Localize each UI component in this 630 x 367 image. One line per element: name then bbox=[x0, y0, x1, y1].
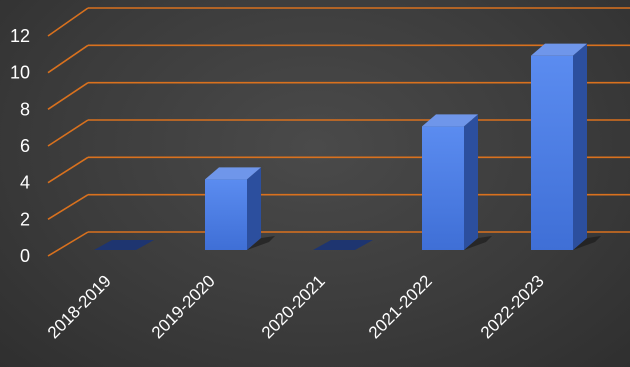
bar-front bbox=[531, 55, 573, 250]
bar-front bbox=[422, 126, 464, 250]
y-tick-label: 6 bbox=[20, 136, 30, 156]
bar-side bbox=[464, 114, 478, 250]
bar-side bbox=[247, 167, 261, 250]
bar-base bbox=[313, 240, 373, 250]
x-category-label: 2020-2021 bbox=[258, 271, 329, 342]
bar-2022-2023 bbox=[531, 43, 601, 250]
bar-2021-2022 bbox=[422, 114, 492, 250]
y-tick-label: 12 bbox=[10, 26, 30, 46]
bar-2020-2021 bbox=[313, 240, 373, 250]
bar-shadow bbox=[573, 236, 601, 250]
bar-top bbox=[422, 114, 478, 127]
y-tick-label: 8 bbox=[20, 99, 30, 119]
bar-top bbox=[531, 43, 587, 56]
x-category-label: 2021-2022 bbox=[365, 271, 436, 342]
gridline-diagonal bbox=[47, 119, 89, 147]
y-tick-label: 4 bbox=[20, 173, 30, 193]
gridline-diagonal bbox=[47, 231, 89, 257]
bar-front bbox=[205, 179, 247, 250]
x-category-label: 2018-2019 bbox=[44, 271, 115, 342]
y-tick-label: 2 bbox=[20, 209, 30, 229]
bar-shadow bbox=[464, 236, 492, 250]
bar-2019-2020 bbox=[205, 167, 275, 250]
y-tick-label: 10 bbox=[10, 63, 30, 83]
bar-side bbox=[573, 43, 587, 250]
bar-base bbox=[94, 240, 154, 250]
y-tick-label: 0 bbox=[20, 246, 30, 266]
bars bbox=[94, 43, 601, 250]
x-axis-categories: 2018-2019 2019-2020 2020-2021 2021-2022 2022… bbox=[44, 271, 548, 342]
gridline-diagonal bbox=[47, 7, 89, 37]
x-category-label: 2022-2023 bbox=[477, 271, 548, 342]
bar-2018-2019 bbox=[94, 240, 154, 250]
bar-top bbox=[205, 167, 261, 180]
gridline-diagonal bbox=[47, 82, 89, 110]
gridline-diagonal bbox=[47, 44, 89, 74]
bar-shadow bbox=[247, 236, 275, 250]
y-axis-ticks: 0 2 4 6 8 10 12 bbox=[10, 26, 30, 266]
gridline-diagonal bbox=[47, 193, 89, 221]
x-category-label: 2019-2020 bbox=[148, 271, 219, 342]
gridline-diagonal bbox=[47, 156, 89, 184]
